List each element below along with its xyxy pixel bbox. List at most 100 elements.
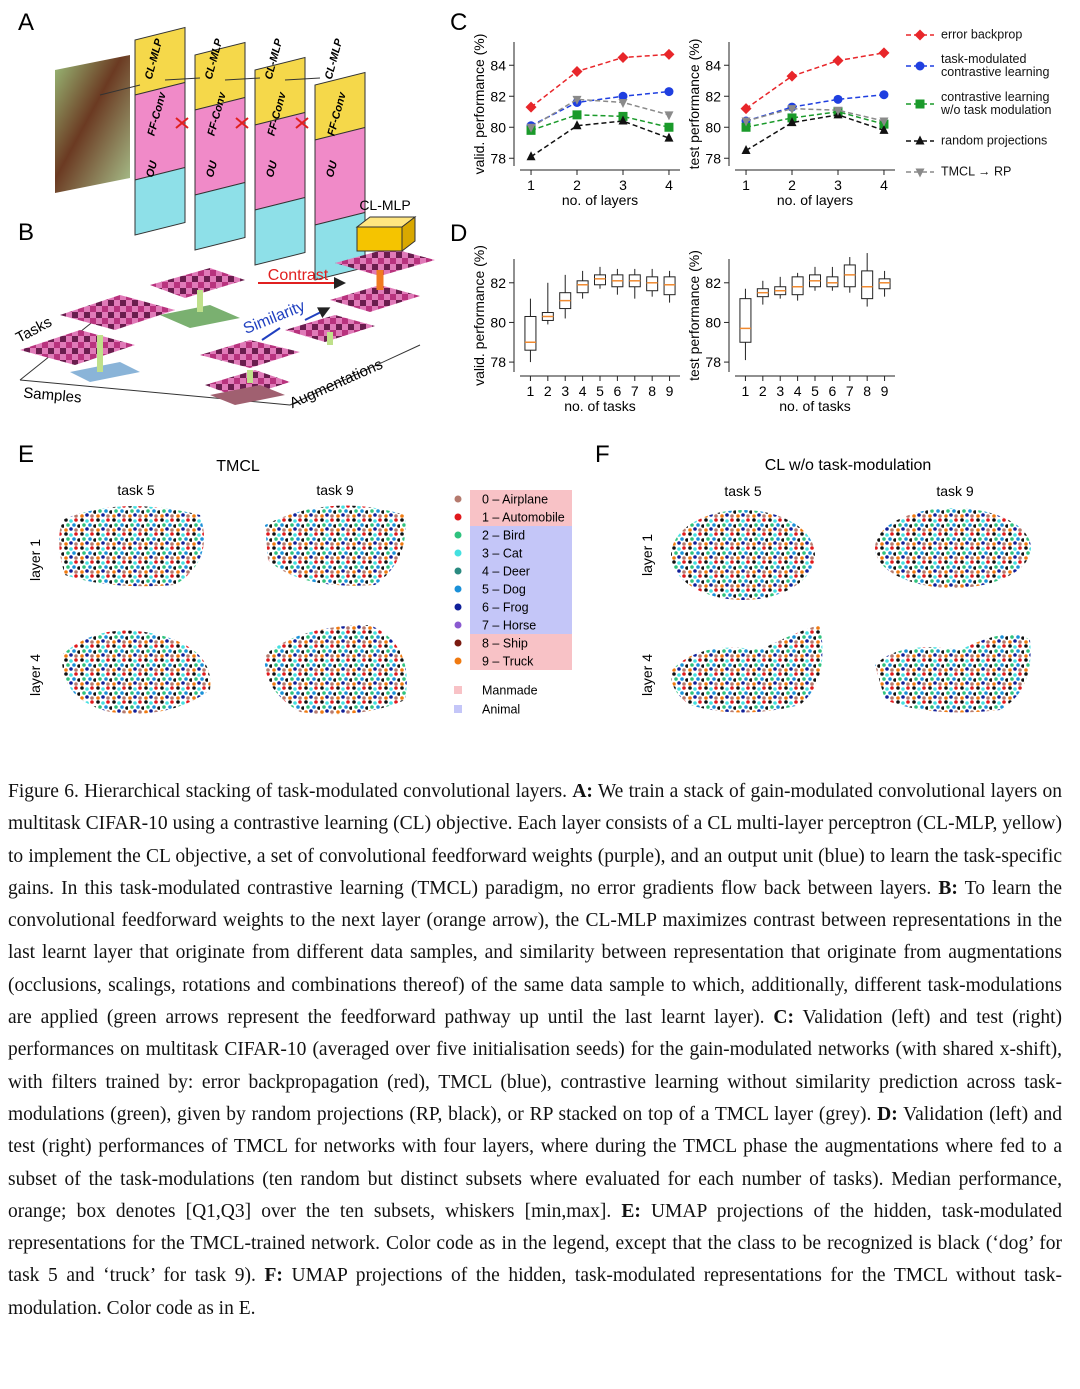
group-label: Manmade xyxy=(482,684,538,698)
class-swatch xyxy=(454,639,462,647)
marker xyxy=(572,95,582,105)
panel-label: F xyxy=(595,441,610,468)
group-label: Animal xyxy=(482,703,520,717)
ou-label: OU xyxy=(324,159,340,179)
x-tick-label: 3 xyxy=(619,177,627,193)
x-tick-label: 2 xyxy=(759,383,767,399)
class-group-band xyxy=(470,544,572,562)
legend-label: error backprop xyxy=(941,27,1023,42)
class-label: 7 – Horse xyxy=(482,619,536,633)
class-group-band xyxy=(470,580,572,598)
class-label: 9 – Truck xyxy=(482,655,534,669)
x-axis-title: no. of layers xyxy=(777,192,853,208)
box xyxy=(576,280,589,294)
panel-label: A xyxy=(18,9,34,36)
caption-text: We train a stack of gain-modulated convo… xyxy=(8,781,1063,899)
similarity-arrow xyxy=(261,310,325,341)
umap-cloud xyxy=(265,505,406,586)
box xyxy=(826,276,839,288)
series-line xyxy=(745,107,885,122)
class-label: 4 – Deer xyxy=(482,565,530,579)
umap-cloud xyxy=(61,630,211,714)
marker xyxy=(879,90,889,100)
column-label: task 9 xyxy=(936,483,974,499)
series-line xyxy=(530,114,670,132)
caption-label: B: xyxy=(938,877,958,899)
marker xyxy=(915,135,925,145)
umap-cloud xyxy=(875,508,1031,588)
aug-plane xyxy=(330,285,420,312)
class-swatch xyxy=(454,531,462,539)
y-axis-title: valid. performance (%) xyxy=(471,245,487,386)
y-axis-title: test performance (%) xyxy=(686,250,702,381)
y-tick-label: 78 xyxy=(705,354,721,370)
y-tick-label: 80 xyxy=(705,314,721,330)
class-label: 2 – Bird xyxy=(482,529,525,543)
sample-image xyxy=(210,385,285,405)
x-tick-label: 8 xyxy=(648,383,656,399)
x-tick-label: 1 xyxy=(527,177,535,193)
class-swatch xyxy=(454,585,462,593)
series-line xyxy=(745,93,885,122)
umap-title: TMCL xyxy=(216,458,260,475)
augmentations-label: Augmentations xyxy=(287,356,385,412)
marker xyxy=(879,117,889,127)
input-image xyxy=(55,55,130,193)
class-swatch xyxy=(454,495,462,503)
aug-plane xyxy=(205,370,290,398)
caption-text: UMAP projections of the hidden, task-mod… xyxy=(8,1200,1062,1287)
umap-cloud xyxy=(264,625,407,715)
class-group-band xyxy=(470,526,572,544)
marker xyxy=(741,117,751,127)
caption-label: A: xyxy=(572,781,593,802)
x-tick-label: 7 xyxy=(631,383,639,399)
task-plane xyxy=(60,295,175,330)
series-line xyxy=(530,53,670,108)
panel-label: B xyxy=(18,219,34,246)
figure: A B C D E F CL-MLP CL-MLP CL-MLP CL-MLP … xyxy=(13,9,1031,717)
series-line xyxy=(530,90,670,127)
group-swatch xyxy=(454,686,462,694)
class-swatch xyxy=(454,549,462,557)
group-swatch xyxy=(454,705,462,713)
x-tick-label: 4 xyxy=(880,177,888,193)
x-tick-label: 5 xyxy=(811,383,819,399)
class-swatch xyxy=(454,657,462,665)
marker xyxy=(664,132,674,142)
caption: Figure 6. Hierarchical stacking of task-… xyxy=(8,776,1062,1325)
marker xyxy=(741,122,751,132)
layer-stack xyxy=(194,41,246,251)
class-label: 1 – Automobile xyxy=(482,511,565,525)
umap-cloud xyxy=(875,634,1031,713)
x-tick-label: 6 xyxy=(828,383,836,399)
caption-text: To learn the convolutional feedforward w… xyxy=(8,877,1063,1029)
y-tick-label: 78 xyxy=(705,150,721,166)
caption-label: E: xyxy=(621,1200,641,1222)
class-label: 8 – Ship xyxy=(482,637,528,651)
umap-f: CL w/o task-modulation task 5 task 9 lay… xyxy=(639,457,1031,713)
marker xyxy=(915,99,925,109)
umap-e: TMCL task 5 task 9 layer 1 layer 4 xyxy=(27,458,407,715)
x-tick-label: 3 xyxy=(834,177,842,193)
x-tick-label: 2 xyxy=(544,383,552,399)
y-tick-label: 84 xyxy=(490,57,506,73)
y-axis-title: test performance (%) xyxy=(686,39,702,170)
aug-plane xyxy=(200,340,300,368)
marker xyxy=(879,124,889,134)
sample-image xyxy=(70,362,140,382)
caption-text: Validation (left) and test (right) perfo… xyxy=(8,1103,1063,1222)
layer-stack xyxy=(254,56,306,266)
x-tick-label: 6 xyxy=(613,383,621,399)
marker xyxy=(741,145,751,154)
ou-box xyxy=(194,181,246,251)
y-tick-label: 82 xyxy=(705,88,721,104)
legend xyxy=(906,29,934,178)
panel-label: C xyxy=(450,9,467,36)
y-tick-label: 82 xyxy=(490,88,506,104)
marker xyxy=(572,110,582,120)
aug-plane xyxy=(285,315,375,342)
series-line xyxy=(530,120,670,158)
ou-label: OU xyxy=(264,159,280,179)
marker xyxy=(525,101,537,113)
